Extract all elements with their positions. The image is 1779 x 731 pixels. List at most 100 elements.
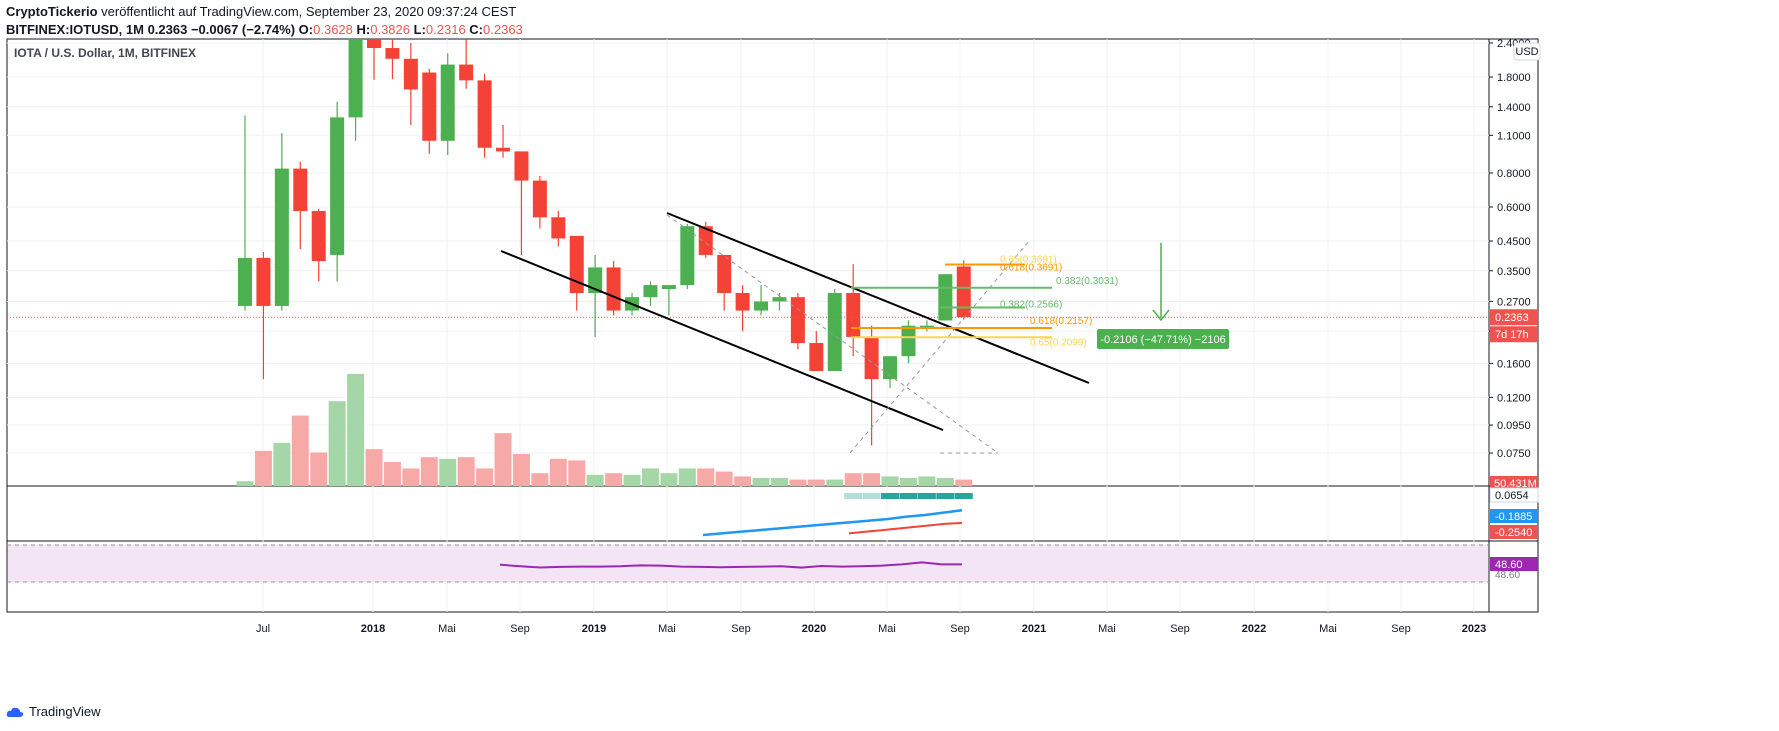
volume-bar	[549, 458, 567, 486]
volume-bar	[439, 458, 457, 486]
oscillator-bar	[862, 493, 881, 499]
volume-bar	[254, 450, 272, 486]
volume-bar	[678, 468, 696, 486]
last-price-tag	[1490, 309, 1538, 326]
x-tick-label: Mai	[878, 623, 896, 635]
tradingview-logo[interactable]: TradingView	[6, 704, 101, 719]
fib-level-label: 0.65(0.2099)	[1030, 337, 1087, 348]
volume-bar	[715, 471, 733, 486]
x-tick-label: Mai	[1319, 623, 1337, 635]
fib-level-label: 0.618(0.2157)	[1030, 316, 1092, 327]
signal-line	[848, 522, 963, 535]
currency-button-label: USD	[1515, 46, 1538, 58]
y-tick-label: 0.2700	[1497, 296, 1531, 308]
volume-bar	[605, 473, 623, 486]
chart-frame	[6, 38, 1539, 613]
candle-body	[532, 180, 547, 218]
oscillator-bar	[936, 493, 955, 499]
last-price-tag-text: 0.2363	[1495, 312, 1529, 324]
dashed-line	[849, 239, 1031, 454]
open-value: 0.3628	[313, 22, 353, 37]
volume-bar	[697, 468, 715, 486]
rsi-tag	[1490, 557, 1538, 571]
publisher-name[interactable]: CryptoTickerio	[6, 4, 98, 19]
publish-line: CryptoTickerio veröffentlicht auf Tradin…	[6, 4, 516, 19]
main-pane	[7, 39, 1489, 486]
candle-body	[717, 254, 732, 294]
volume-bar	[899, 478, 917, 486]
low-value: 0.2316	[425, 22, 466, 37]
symbol-label: BITFINEX:IOTUSD, 1M	[6, 22, 144, 37]
volume-bar	[881, 476, 899, 486]
fib-level-label: 0.382(0.2566)	[1000, 299, 1062, 310]
pane-title: IOTA / U.S. Dollar, 1M, BITFINEX	[14, 46, 196, 60]
volume-bar	[420, 457, 438, 486]
candle-body	[827, 293, 842, 371]
measure-arrow-head	[1152, 309, 1170, 322]
macd-line	[702, 508, 963, 537]
footer-logo-text: TradingView	[29, 704, 101, 719]
price-change: −0.0067 (−2.74%)	[190, 22, 296, 37]
volume-bar	[568, 460, 586, 486]
signal-tag-text: -0.2540	[1495, 527, 1532, 539]
candle-body	[422, 72, 437, 141]
volume-bar	[457, 457, 475, 486]
candle-body	[661, 285, 676, 289]
candle-body	[883, 356, 898, 380]
volume-bar	[789, 479, 807, 486]
candle-body	[293, 168, 308, 212]
countdown-tag	[1490, 326, 1538, 343]
x-tick-label: 2018	[361, 623, 385, 635]
candle-body	[274, 168, 289, 306]
candle-body	[901, 325, 916, 357]
candle-body	[385, 48, 400, 59]
x-tick-label: Sep	[731, 623, 751, 635]
measure-label-box	[1097, 329, 1229, 349]
oscillator-bar	[844, 493, 863, 499]
candle-body	[809, 343, 824, 371]
x-tick-label: 2020	[802, 623, 826, 635]
low-label: L:	[413, 22, 426, 37]
candle-body	[588, 267, 603, 294]
volume-bar	[476, 468, 494, 486]
cloud-icon	[6, 707, 24, 717]
candle-body	[790, 297, 805, 344]
x-tick-label: Mai	[658, 623, 676, 635]
candle-body	[514, 151, 529, 181]
volume-bar	[734, 476, 752, 486]
rsi-line	[499, 561, 962, 569]
signal-tag	[1490, 525, 1538, 539]
candle-body	[606, 267, 621, 311]
candle-body	[496, 147, 511, 152]
candle-body	[367, 39, 382, 49]
volume-tag-text: 50.431M	[1494, 478, 1537, 490]
volume-bar	[402, 468, 420, 486]
candle-body	[440, 64, 455, 141]
macd-tag-text: -0.1885	[1495, 511, 1532, 523]
y-tick-label: 0.1200	[1497, 392, 1531, 404]
high-value: 0.3826	[370, 22, 410, 37]
published-text: veröffentlicht auf TradingView.com, Sept…	[101, 4, 517, 19]
candle-body	[569, 235, 584, 294]
volume-bar	[273, 442, 291, 486]
volume-bar	[660, 473, 678, 486]
candle-body	[698, 226, 713, 255]
dashed-line	[666, 214, 999, 454]
rsi-tag-text: 48.60	[1495, 559, 1523, 571]
x-tick-label: 2021	[1022, 623, 1046, 635]
y-tick-label: 1.1000	[1497, 130, 1531, 142]
candle-body	[403, 58, 418, 90]
volume-bar	[918, 476, 936, 486]
candle-body	[330, 117, 345, 255]
candle-body	[846, 293, 861, 337]
rsi-axis-label: 48.60	[1495, 570, 1520, 581]
candle-body	[680, 226, 695, 286]
close-label: C:	[469, 22, 484, 37]
x-tick-label: Jul	[256, 623, 270, 635]
volume-bar	[844, 473, 862, 486]
volume-bar	[365, 449, 383, 486]
volume-bar	[531, 473, 549, 486]
currency-button	[1513, 42, 1541, 61]
oscillator-bar	[899, 493, 918, 499]
